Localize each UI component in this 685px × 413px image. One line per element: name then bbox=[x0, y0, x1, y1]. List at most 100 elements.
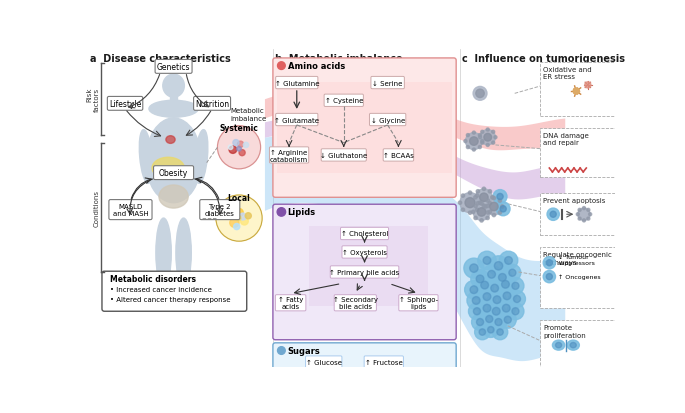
Circle shape bbox=[587, 218, 590, 221]
FancyBboxPatch shape bbox=[540, 129, 616, 178]
Circle shape bbox=[465, 198, 475, 208]
FancyBboxPatch shape bbox=[330, 266, 399, 278]
Circle shape bbox=[483, 293, 491, 301]
Text: Systemic: Systemic bbox=[220, 123, 258, 132]
Circle shape bbox=[576, 213, 580, 216]
Circle shape bbox=[499, 252, 518, 270]
Ellipse shape bbox=[176, 218, 191, 288]
Circle shape bbox=[495, 262, 503, 271]
Text: ↑ Arginine
catabolism: ↑ Arginine catabolism bbox=[270, 149, 308, 162]
Circle shape bbox=[477, 319, 484, 326]
Circle shape bbox=[473, 132, 475, 135]
Circle shape bbox=[476, 190, 480, 194]
Circle shape bbox=[473, 149, 475, 152]
FancyBboxPatch shape bbox=[371, 77, 404, 90]
Circle shape bbox=[467, 292, 486, 310]
Circle shape bbox=[474, 196, 477, 199]
Circle shape bbox=[245, 213, 251, 219]
Circle shape bbox=[277, 347, 285, 354]
Circle shape bbox=[488, 190, 492, 194]
FancyBboxPatch shape bbox=[275, 77, 318, 90]
Circle shape bbox=[240, 214, 247, 221]
Text: ↑ Primary bile acids: ↑ Primary bile acids bbox=[329, 269, 399, 275]
Circle shape bbox=[488, 327, 494, 333]
Circle shape bbox=[470, 138, 478, 146]
Circle shape bbox=[233, 140, 239, 146]
Text: c  Influence on tumorigenesis: c Influence on tumorigenesis bbox=[462, 53, 625, 63]
Text: ↑ Glutamate: ↑ Glutamate bbox=[274, 117, 319, 123]
Circle shape bbox=[512, 308, 519, 315]
Circle shape bbox=[493, 190, 507, 204]
Text: Metabolic
imbalance: Metabolic imbalance bbox=[231, 108, 266, 121]
FancyBboxPatch shape bbox=[275, 114, 318, 126]
Circle shape bbox=[471, 211, 475, 214]
FancyBboxPatch shape bbox=[321, 150, 366, 162]
Circle shape bbox=[481, 282, 488, 289]
Circle shape bbox=[486, 129, 489, 132]
Circle shape bbox=[497, 299, 515, 318]
Circle shape bbox=[578, 218, 581, 221]
Circle shape bbox=[499, 274, 506, 282]
FancyBboxPatch shape bbox=[273, 59, 456, 198]
Circle shape bbox=[488, 211, 492, 214]
Text: ↑ Fatty
acids: ↑ Fatty acids bbox=[278, 297, 303, 310]
Text: Conditions: Conditions bbox=[94, 189, 99, 226]
FancyBboxPatch shape bbox=[369, 114, 406, 126]
Circle shape bbox=[469, 211, 472, 215]
Circle shape bbox=[486, 199, 490, 203]
Circle shape bbox=[466, 134, 469, 137]
Circle shape bbox=[479, 329, 486, 335]
Circle shape bbox=[504, 265, 521, 282]
Circle shape bbox=[492, 131, 495, 134]
Circle shape bbox=[482, 266, 501, 284]
Circle shape bbox=[492, 142, 495, 145]
Circle shape bbox=[588, 213, 592, 216]
Text: Local: Local bbox=[227, 193, 251, 202]
FancyBboxPatch shape bbox=[273, 205, 456, 340]
FancyBboxPatch shape bbox=[540, 321, 616, 369]
Text: ↑ Cholesterol: ↑ Cholesterol bbox=[341, 231, 388, 237]
Circle shape bbox=[473, 204, 490, 221]
Text: Obesity: Obesity bbox=[159, 169, 188, 178]
Text: Metabolic disorders: Metabolic disorders bbox=[110, 274, 197, 283]
Ellipse shape bbox=[195, 131, 208, 184]
Circle shape bbox=[474, 205, 477, 208]
Circle shape bbox=[466, 146, 469, 149]
Text: Regulate oncogenic
pathways: Regulate oncogenic pathways bbox=[543, 252, 612, 265]
Circle shape bbox=[471, 270, 489, 288]
Circle shape bbox=[480, 202, 484, 206]
Circle shape bbox=[493, 268, 512, 287]
Circle shape bbox=[236, 216, 241, 221]
FancyBboxPatch shape bbox=[540, 63, 616, 116]
Text: • Increased cancer incidence: • Increased cancer incidence bbox=[110, 286, 212, 292]
Circle shape bbox=[486, 144, 489, 147]
FancyBboxPatch shape bbox=[540, 194, 616, 235]
Circle shape bbox=[509, 270, 516, 277]
Circle shape bbox=[460, 193, 480, 213]
Text: Risk
factors: Risk factors bbox=[86, 88, 99, 112]
Text: Genetics: Genetics bbox=[157, 63, 190, 72]
Circle shape bbox=[578, 209, 590, 221]
Circle shape bbox=[234, 224, 240, 230]
Circle shape bbox=[496, 275, 514, 294]
Circle shape bbox=[480, 219, 484, 223]
Circle shape bbox=[484, 134, 492, 142]
Circle shape bbox=[461, 209, 464, 212]
Circle shape bbox=[502, 304, 510, 312]
Ellipse shape bbox=[152, 158, 184, 179]
Circle shape bbox=[476, 202, 480, 206]
Circle shape bbox=[582, 207, 586, 210]
Circle shape bbox=[512, 282, 519, 290]
Circle shape bbox=[482, 188, 486, 191]
Circle shape bbox=[497, 194, 503, 200]
FancyBboxPatch shape bbox=[155, 60, 192, 74]
Text: MASLD
and MASH: MASLD and MASH bbox=[112, 203, 149, 217]
Text: Nutrition: Nutrition bbox=[195, 100, 229, 109]
Text: ↑ Cysteine: ↑ Cysteine bbox=[325, 98, 363, 104]
Circle shape bbox=[486, 211, 490, 215]
Circle shape bbox=[479, 194, 488, 202]
Circle shape bbox=[229, 218, 239, 228]
Text: Lipids: Lipids bbox=[288, 208, 316, 217]
FancyBboxPatch shape bbox=[364, 356, 403, 368]
Ellipse shape bbox=[556, 343, 562, 348]
